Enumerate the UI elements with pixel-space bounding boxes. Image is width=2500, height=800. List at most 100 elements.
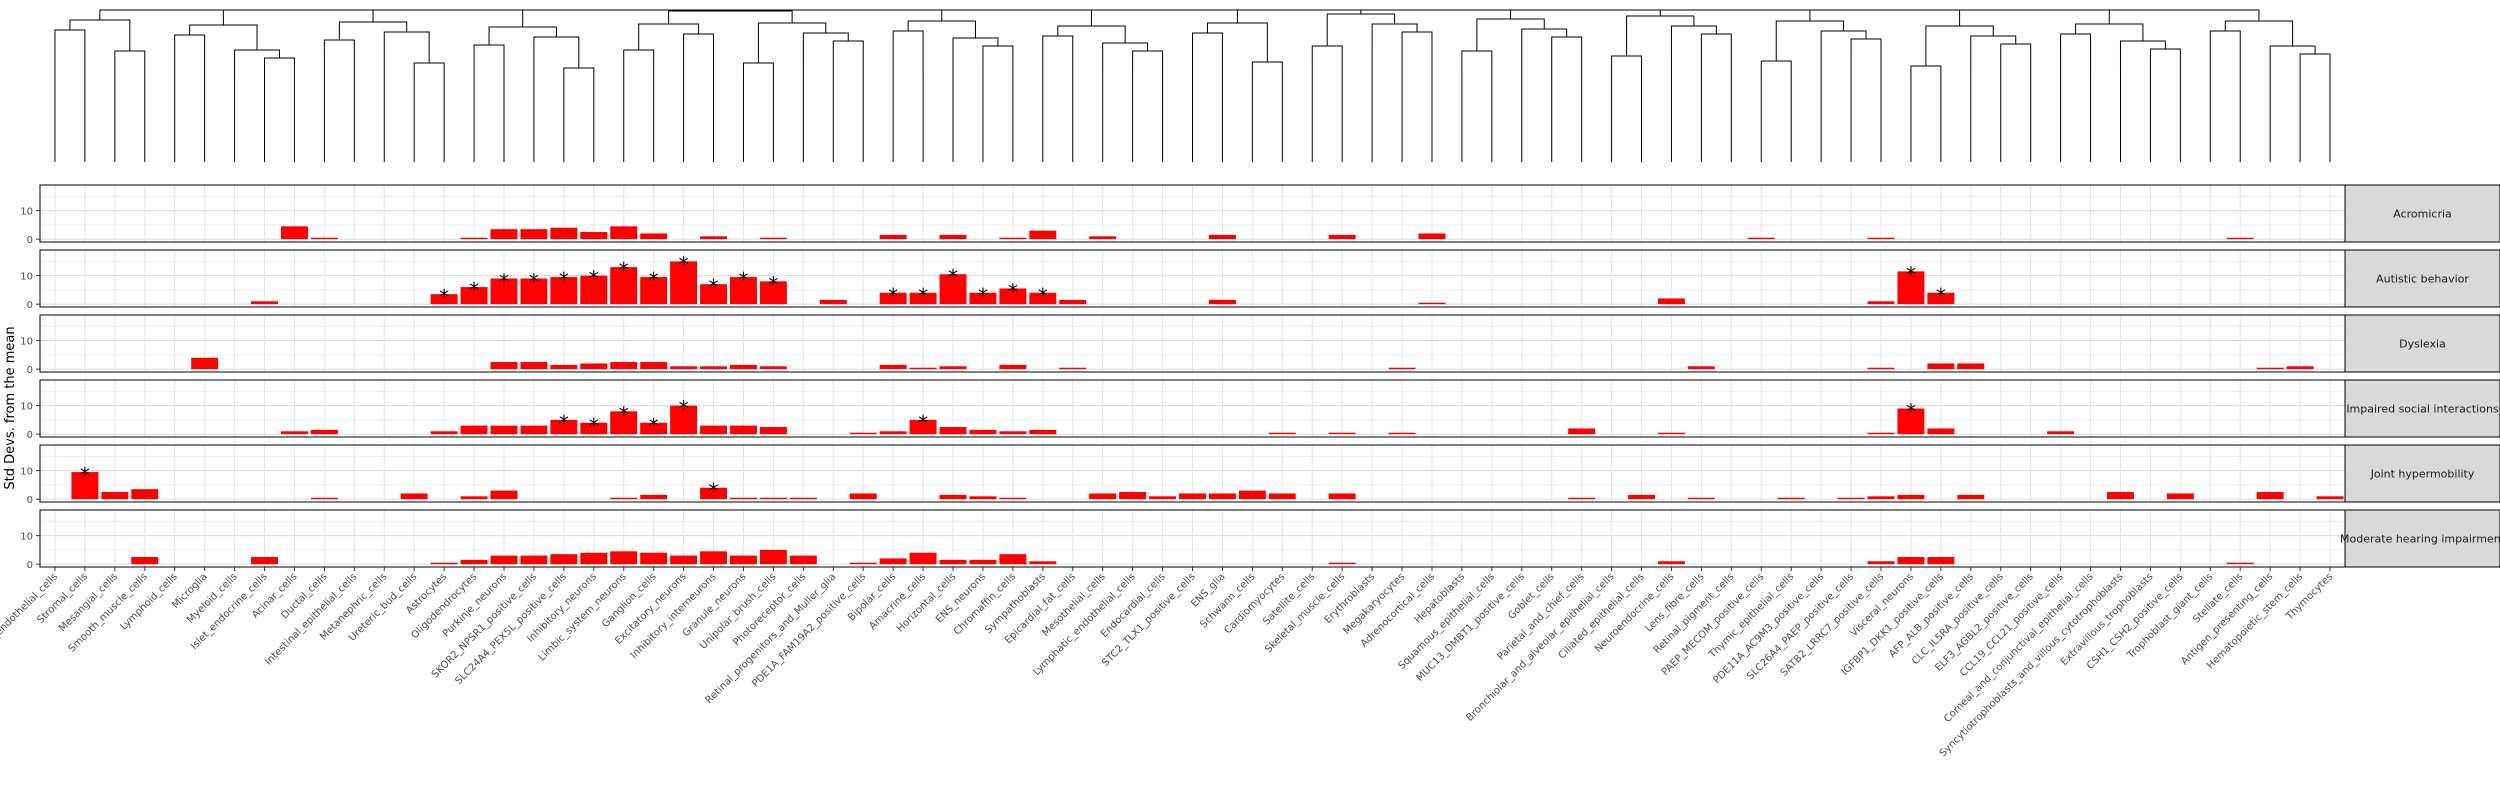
significance-star: * (589, 414, 599, 438)
bar (1388, 432, 1416, 435)
bar (849, 562, 877, 565)
dendrogram-branch (1057, 25, 1126, 43)
bar (670, 555, 698, 565)
bar (999, 497, 1027, 500)
significance-star: * (619, 258, 629, 282)
bar (1029, 292, 1057, 305)
bar (1149, 496, 1177, 500)
bar (520, 362, 548, 370)
bar (460, 425, 488, 435)
dendrogram-branch (338, 21, 408, 40)
significance-star: * (738, 268, 748, 292)
facet-strip (2344, 509, 2500, 568)
significance-star: * (709, 479, 719, 503)
bar (640, 422, 668, 435)
bar (939, 427, 967, 435)
bar (310, 237, 338, 240)
bar (2256, 492, 2284, 500)
bar (1957, 494, 1985, 500)
dendrogram-branch (668, 10, 793, 24)
bar (759, 366, 787, 370)
bar (1867, 301, 1895, 305)
bar (819, 299, 847, 305)
bar (969, 559, 997, 565)
significance-star: * (948, 265, 958, 289)
x-tick-label: PDE11A_AC9M3_positive_cells (1712, 571, 1827, 686)
significance-star: * (559, 411, 569, 435)
dendrogram-branch (1551, 36, 1583, 80)
dendrogram-branch (2000, 43, 2032, 58)
bar (1687, 497, 1715, 500)
dendrogram-branch (488, 26, 557, 45)
bar (789, 497, 817, 500)
bar (460, 237, 488, 240)
y-axis-label: Std Devs. from the mean (3, 326, 18, 489)
bar (280, 226, 308, 240)
dendrogram-branch (952, 37, 999, 68)
x-axis: Lymphatic_endothelial_cellsStromal_cells… (0, 567, 2335, 759)
y-tick-label: 10 (20, 207, 33, 218)
dendrogram-branch (1251, 61, 1283, 78)
bar (640, 233, 668, 240)
bar (2047, 431, 2075, 435)
bar (999, 237, 1027, 240)
bar (490, 278, 518, 305)
bar (610, 497, 638, 500)
dendrogram-branch (2299, 53, 2331, 68)
dendrogram-branch (69, 19, 131, 51)
x-tick-label: Satellite_cells (1261, 571, 1317, 627)
bar (610, 226, 638, 240)
bar (909, 367, 937, 370)
bar (730, 555, 757, 565)
x-tick-label: Ganglion_cells (600, 571, 659, 630)
bar (580, 232, 608, 240)
bar (909, 419, 937, 435)
bar (1927, 557, 1955, 565)
bar (2166, 493, 2194, 500)
significance-star: * (649, 414, 659, 438)
bar (1568, 497, 1596, 500)
y-tick-label: 0 (27, 300, 33, 311)
bar (670, 405, 698, 435)
dendrogram-branch (1401, 31, 1433, 75)
dendrogram-branch (941, 9, 1092, 26)
bar (969, 429, 997, 435)
bar (550, 277, 578, 305)
panel-3: * * * * * * * 0 10 Impaired social interactions (20, 379, 2500, 441)
bar (1867, 237, 1895, 240)
bar (1747, 237, 1775, 240)
bar (520, 278, 548, 305)
bar (1867, 496, 1895, 500)
bar (759, 281, 787, 305)
bar (1867, 561, 1895, 565)
bar (879, 558, 907, 565)
dendrogram-branch (1521, 28, 1568, 51)
significance-star: * (559, 268, 569, 292)
dendrogram-branch (1132, 50, 1164, 65)
facet-strip (2344, 379, 2500, 438)
significance-star: * (1038, 284, 1048, 308)
dendrogram-branch (623, 49, 655, 66)
significance-star: * (1906, 400, 1916, 424)
dendrogram-branch (1910, 65, 1942, 82)
bar (2316, 496, 2344, 500)
bar (1927, 428, 1955, 435)
bar (280, 431, 308, 435)
significance-star: * (768, 272, 778, 296)
bar (759, 549, 787, 565)
y-tick-label: 0 (27, 365, 33, 376)
bar (1867, 432, 1895, 435)
bar (520, 425, 548, 435)
panel-5: 0 10 Moderate hearing impairment (20, 509, 2500, 571)
y-tick-label: 10 (20, 272, 33, 283)
significance-star: * (918, 411, 928, 435)
panel-0: 0 10 Acromicria (20, 184, 2500, 246)
bar (191, 357, 219, 370)
bar (1897, 494, 1925, 500)
bar (730, 364, 757, 370)
dendrogram-branch (982, 45, 1014, 60)
dendrogram-branch (1809, 9, 1961, 26)
dendrogram-branch (1476, 18, 1545, 51)
bar (640, 362, 668, 370)
